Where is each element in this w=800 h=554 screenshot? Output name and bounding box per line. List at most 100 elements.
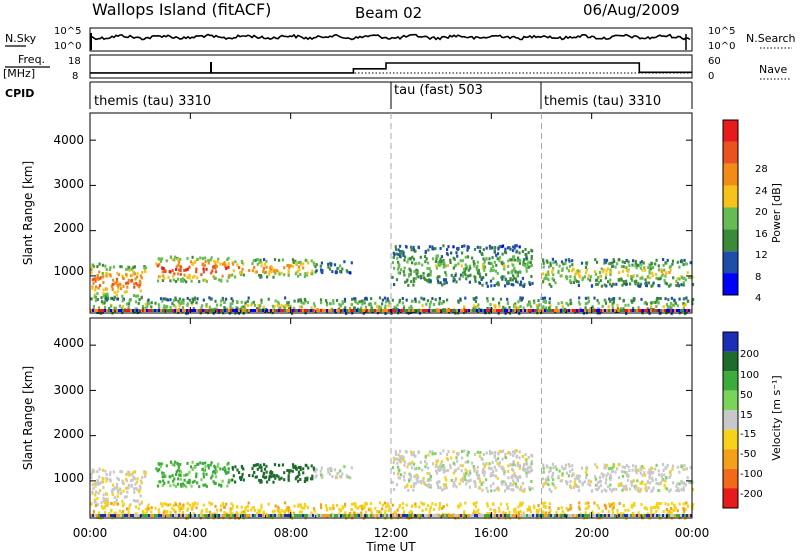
power-cell: [405, 279, 409, 283]
velocity-cell: [94, 493, 97, 497]
velocity-cell: [327, 467, 330, 471]
velocity-cell: [399, 473, 403, 477]
velocity-cell: [173, 477, 176, 481]
power-cell: [473, 304, 476, 308]
velocity-cell: [144, 471, 147, 475]
velocity-cell: [300, 514, 302, 517]
power-cell: [332, 299, 335, 303]
power-cell: [143, 266, 146, 270]
power-cell: [508, 309, 510, 312]
velocity-cell: [668, 476, 671, 479]
power-cell: [286, 309, 288, 312]
power-cell: [522, 306, 525, 310]
power-cell: [489, 303, 492, 306]
power-cell: [540, 309, 542, 312]
power-cell: [594, 272, 597, 276]
velocity-cell: [648, 476, 651, 480]
power-cell: [676, 309, 678, 312]
power-cell: [636, 263, 639, 267]
power-cell: [626, 309, 628, 312]
velocity-cell: [489, 508, 492, 511]
velocity-cell: [628, 469, 631, 473]
power-cell: [506, 302, 509, 306]
velocity-cell: [229, 510, 232, 513]
velocity-cell: [105, 492, 108, 496]
power-ylabel: Slant Range [km]: [21, 161, 35, 265]
power-cell: [637, 284, 641, 288]
velocity-cell: [423, 502, 426, 506]
velocity-cell: [504, 456, 508, 460]
power-cell: [502, 309, 504, 312]
power-cell: [450, 251, 453, 255]
velocity-cell: [178, 509, 181, 513]
velocity-cell: [607, 510, 610, 514]
velocity-cell: [506, 502, 509, 506]
power-cell: [231, 262, 235, 266]
velocity-cell: [304, 504, 307, 508]
power-cell: [488, 309, 490, 312]
velocity-cell: [96, 503, 99, 506]
power-cell: [154, 309, 156, 312]
velocity-cell: [476, 450, 479, 454]
power-cell: [164, 297, 167, 301]
power-cell: [415, 268, 418, 272]
power-cell: [356, 301, 359, 305]
power-cell: [491, 268, 494, 272]
power-cell: [304, 299, 307, 303]
power-cell: [412, 277, 415, 281]
velocity-cell: [332, 504, 335, 508]
velocity-cell: [600, 489, 603, 493]
power-cell: [399, 244, 402, 248]
velocity-cell: [370, 514, 372, 517]
power-cell: [429, 269, 432, 273]
velocity-cell: [109, 478, 112, 482]
power-cell: [631, 300, 634, 304]
power-cell: [670, 305, 673, 309]
power-cell: [407, 257, 410, 261]
velocity-cell: [408, 511, 411, 515]
velocity-cell: [439, 452, 442, 455]
velocity-cell: [503, 480, 506, 484]
velocity-cell: [684, 514, 686, 517]
power-cell: [587, 274, 590, 278]
velocity-cell: [152, 514, 154, 517]
power-cell: [644, 268, 647, 272]
power-cell: [120, 309, 122, 312]
velocity-cell: [427, 478, 430, 482]
velocity-cell: [102, 506, 105, 510]
velocity-cell: [328, 472, 332, 476]
velocity-cell: [492, 482, 495, 486]
velocity-cell: [156, 514, 158, 517]
power-cell: [196, 257, 199, 261]
velocity-cell: [680, 488, 683, 492]
velocity-cell: [185, 485, 188, 489]
velocity-cell: [231, 512, 234, 516]
power-cell: [183, 273, 186, 277]
power-cell: [495, 282, 498, 286]
power-cell: [410, 306, 413, 310]
velocity-cell: [139, 479, 142, 483]
velocity-cell: [179, 477, 182, 481]
velocity-cell: [624, 514, 626, 517]
power-cell: [516, 280, 519, 284]
power-cell: [620, 277, 623, 281]
power-cell: [109, 266, 112, 270]
power-cell: [250, 303, 253, 307]
power-cell: [491, 246, 494, 250]
power-cell: [486, 307, 489, 310]
power-cell: [463, 305, 466, 309]
velocity-cell: [570, 514, 572, 517]
velocity-cell: [242, 510, 245, 514]
power-cell: [414, 276, 417, 280]
velocity-cell: [494, 474, 497, 478]
velocity-cell: [632, 514, 634, 517]
velocity-cell: [273, 474, 276, 478]
velocity-cell: [226, 484, 229, 488]
power-cell: [251, 269, 254, 273]
velocity-cell: [144, 511, 147, 515]
velocity-cell: [139, 494, 142, 498]
power-cell: [610, 270, 613, 274]
velocity-cell: [525, 474, 528, 478]
velocity-cell: [424, 460, 427, 464]
power-cell: [676, 277, 679, 281]
